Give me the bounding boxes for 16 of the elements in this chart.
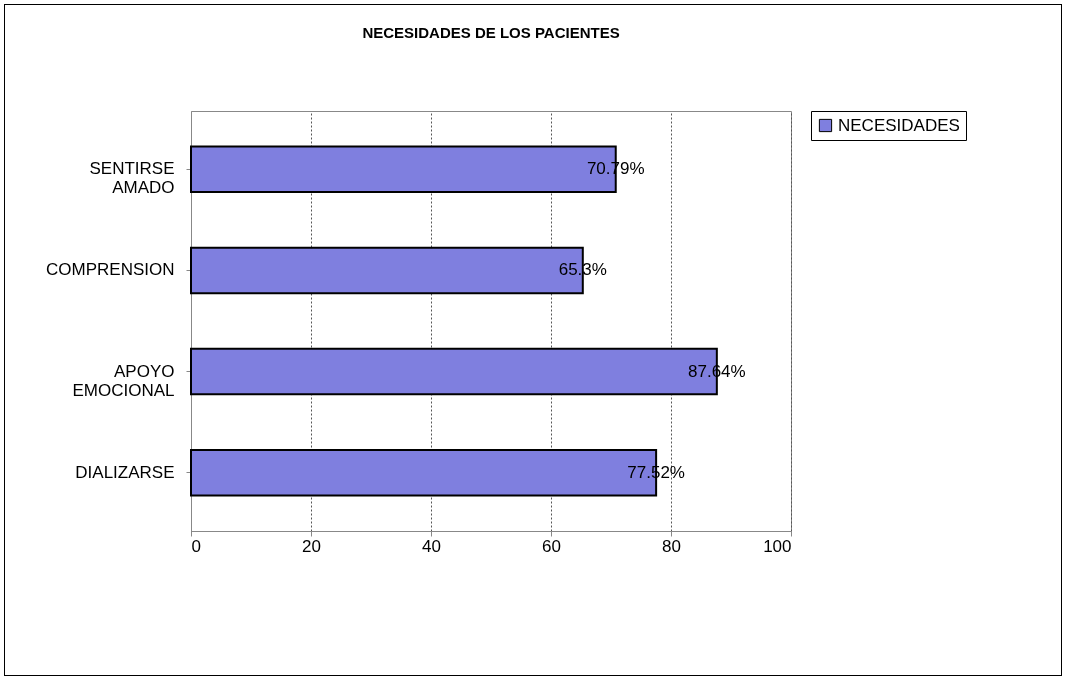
y-tick-label: SENTIRSE AMADO — [89, 159, 175, 198]
text: 87.64% — [688, 361, 746, 381]
y-tick-label: DIALIZARSE — [75, 462, 175, 482]
y-tick-label: COMPRENSION — [46, 260, 175, 280]
text: 70.79% — [586, 159, 645, 179]
text: 65.3% — [558, 260, 607, 280]
x-tick-label: 80 — [662, 536, 681, 556]
legend-label: NECESIDADES — [838, 115, 960, 135]
x-tick-label: 60 — [542, 536, 561, 556]
x-tick-label: 0 — [191, 536, 201, 556]
x-tick-label: 100 — [763, 536, 792, 556]
y-tick-label: APOYO EMOCIONAL — [72, 361, 175, 400]
chart-title: NECESIDADES DE LOS PACIENTES — [362, 23, 620, 41]
x-tick-label: 20 — [302, 536, 321, 556]
text: 77.52% — [627, 462, 685, 482]
x-tick-label: 40 — [422, 536, 441, 556]
